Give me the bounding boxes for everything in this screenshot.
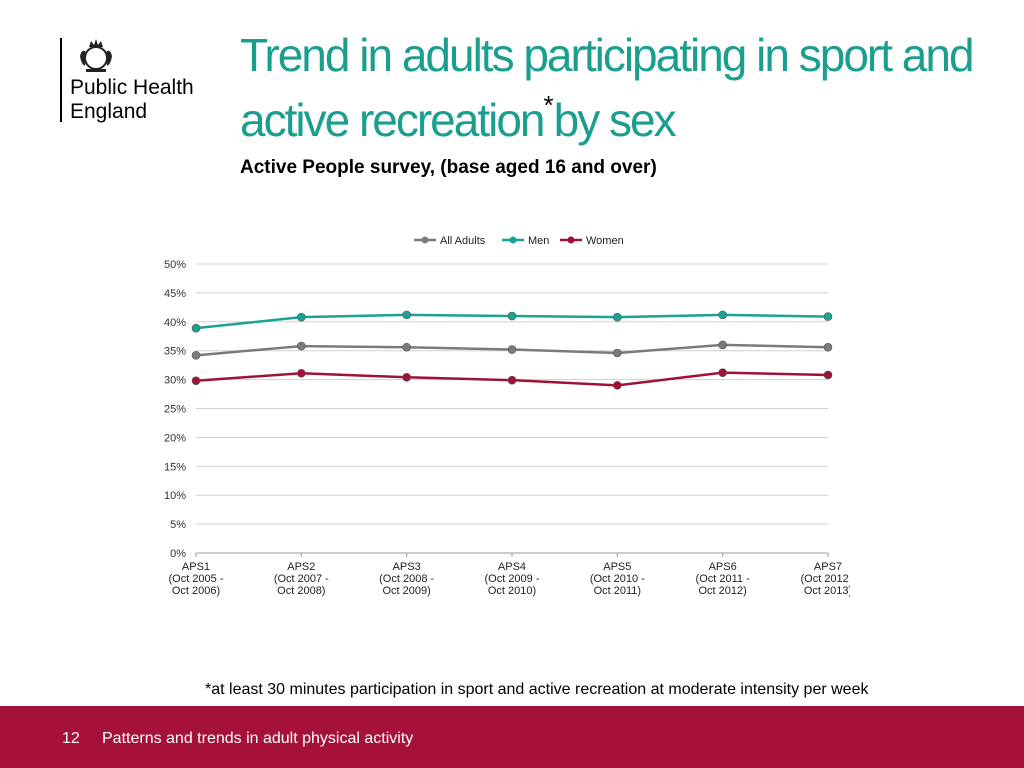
y-tick-label: 40% <box>164 317 186 329</box>
data-point <box>402 372 411 382</box>
line-chart: 0% 5% 10% 15% 20% 25% 30% 35% 40% 45% 50% APS1 (Oct … <box>164 235 850 597</box>
royal-crest-icon <box>80 39 112 72</box>
y-tick-label: 20% <box>164 432 186 444</box>
y-tick-label: 50% <box>164 259 186 271</box>
data-point <box>297 368 306 378</box>
title-main: Trend in adults participating in sport a… <box>240 29 975 146</box>
phe-logo: Public Health England <box>60 36 220 126</box>
legend-marker <box>509 236 517 244</box>
footer-text: Patterns and trends in adult physical ac… <box>102 730 414 747</box>
page-number: 12 <box>62 730 80 747</box>
org-name: Public Health England <box>70 76 194 123</box>
y-tick-label: 30% <box>164 375 186 387</box>
y-tick-label: 45% <box>164 288 186 300</box>
data-point <box>191 323 201 333</box>
y-tick-label: 10% <box>164 490 186 502</box>
y-tick-label: 0% <box>170 548 186 560</box>
data-point <box>507 345 517 354</box>
logo-divider <box>60 38 62 122</box>
data-point <box>402 342 411 352</box>
legend-item: Men <box>502 235 549 247</box>
legend-label: Women <box>586 235 624 247</box>
data-point <box>823 312 833 321</box>
data-point <box>823 370 833 380</box>
legend-label: Men <box>528 235 549 247</box>
legend-label: All Adults <box>440 235 486 247</box>
legend-marker <box>567 236 575 244</box>
data-point <box>191 376 201 386</box>
y-tick-label: 5% <box>170 519 186 531</box>
data-point <box>718 340 727 350</box>
data-point <box>297 312 306 322</box>
x-tick-label: APS6 (Oct 2011 -Oct 2012) <box>696 561 751 597</box>
x-tick-label: APS4 (Oct 2009 -Oct 2010) <box>484 561 539 597</box>
x-tick-label: APS3 (Oct 2008 -Oct 2009) <box>379 561 434 597</box>
title-asterisk: * <box>543 90 554 120</box>
y-tick-label: 25% <box>164 404 186 416</box>
x-tick-label: APS2 (Oct 2007 -Oct 2008) <box>274 561 329 597</box>
data-point <box>507 311 517 321</box>
data-point <box>613 348 622 358</box>
data-point <box>613 381 622 390</box>
data-point <box>718 310 727 320</box>
legend-item: Women <box>560 235 624 247</box>
y-tick-label: 35% <box>164 346 186 358</box>
data-point <box>402 310 411 320</box>
data-point <box>297 341 306 351</box>
x-tick-label: APS7(Oct 2012 -Oct 2013) <box>800 561 850 597</box>
data-point <box>718 368 727 377</box>
legend-item: All Adults <box>414 235 486 247</box>
data-point <box>613 312 622 322</box>
footer-bar: 12 Patterns and trends in adult physical… <box>0 706 1024 768</box>
data-point <box>823 342 833 352</box>
x-tick-label: APS1 (Oct 2005 -Oct 2006) <box>168 561 223 597</box>
data-point <box>507 375 517 385</box>
x-tick-label: APS5 (Oct 2010 -Oct 2011) <box>590 561 645 597</box>
data-point <box>191 351 201 360</box>
y-tick-label: 15% <box>164 461 186 473</box>
page-title: Trend in adults participating in sport a… <box>240 30 1000 145</box>
footnote: *at least 30 minutes participation in sp… <box>205 681 869 698</box>
legend-marker <box>421 236 429 244</box>
subtitle: Active People survey, (base aged 16 and … <box>240 157 657 178</box>
title-suffix: by sex <box>553 94 677 146</box>
